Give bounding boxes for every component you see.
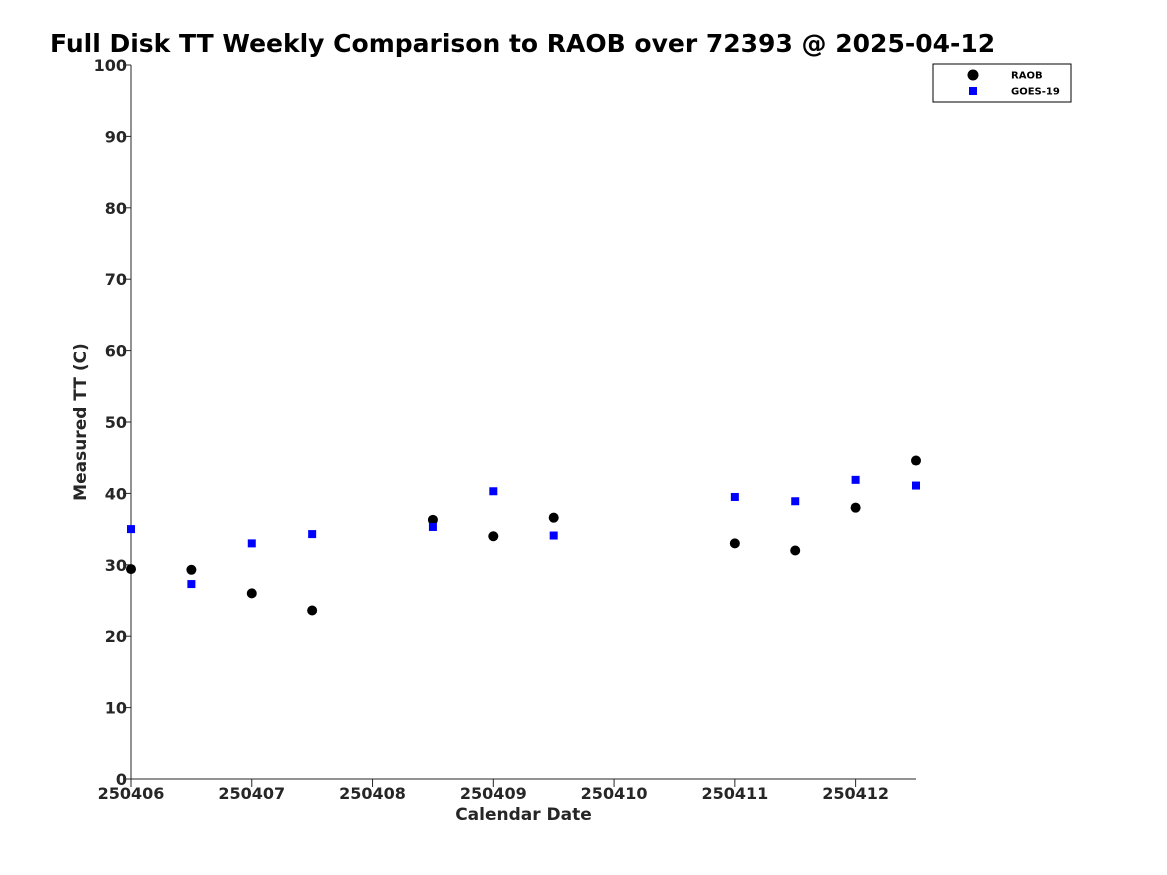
y-tick-label: 40 [105,484,127,503]
x-tick-label: 250409 [460,784,527,803]
data-point-raob [427,514,438,525]
y-tick-label: 90 [105,127,127,146]
y-tick-label: 60 [105,342,127,361]
legend-marker-goes-19 [969,87,977,95]
legend-label-goes-19: GOES-19 [1011,87,1060,98]
y-tick-label: 50 [105,413,127,432]
data-point-raob [729,538,740,549]
x-tick-label: 250406 [98,784,165,803]
data-point-raob [548,512,559,523]
y-axis-label: Measured TT (C) [71,343,91,501]
legend: RAOB GOES-19 [932,63,1072,103]
data-point-raob [126,564,136,575]
y-tick-label: 80 [105,199,127,218]
legend-marker-raob [967,69,979,81]
data-point-goes-19 [730,492,739,501]
data-point-goes-19 [912,481,920,490]
x-tick-label: 250407 [218,784,285,803]
y-tick-label: 20 [105,627,127,646]
data-point-goes-19 [549,531,558,540]
series-raob [126,455,921,616]
x-tick-label: 250411 [701,784,768,803]
data-point-goes-19 [247,539,256,548]
legend-label-raob: RAOB [1011,71,1043,82]
data-point-raob [186,564,197,575]
data-point-raob [246,588,257,599]
data-point-goes-19 [791,497,800,506]
data-point-goes-19 [851,475,860,484]
legend-box [932,63,1072,103]
y-tick-label: 70 [105,270,127,289]
x-tick-label: 250408 [339,784,406,803]
axes: 0 10 20 30 40 50 60 70 80 90 100 250406 250407 250408… [71,56,916,825]
data-point-raob [307,605,318,616]
y-tick-label: 10 [105,699,127,718]
x-tick-label: 250410 [581,784,648,803]
series-goes-19 [127,475,920,589]
data-point-goes-19 [308,530,317,539]
data-point-goes-19 [187,580,196,589]
y-tick-label: 30 [105,556,127,575]
data-marks [126,455,921,616]
data-point-raob [850,502,861,513]
y-tick-label: 0 [116,770,127,789]
chart-title: Full Disk TT Weekly Comparison to RAOB o… [50,29,995,58]
x-axis-label: Calendar Date [455,805,592,825]
y-tick-label: 100 [94,56,127,75]
data-point-goes-19 [428,522,437,531]
data-point-raob [488,531,499,542]
x-tick-label: 250412 [822,784,889,803]
data-point-raob [790,545,801,556]
data-point-goes-19 [127,525,135,534]
data-point-goes-19 [489,487,498,496]
data-point-raob [911,455,921,466]
